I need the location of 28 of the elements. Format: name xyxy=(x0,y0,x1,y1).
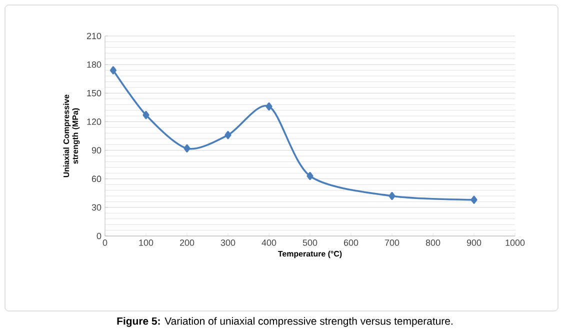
y-tick-label: 30 xyxy=(92,204,102,211)
y-tick-label: 0 xyxy=(96,232,102,240)
y-tick-label: 60 xyxy=(92,176,102,182)
x-tick-label: 800 xyxy=(426,240,440,246)
point xyxy=(224,130,232,140)
x-tick-label: 100 xyxy=(139,240,154,246)
point xyxy=(184,144,190,152)
x-tick-label: 300 xyxy=(220,240,236,246)
y-tick-label: 90 xyxy=(92,147,102,154)
text: Figure 5: Variation of uniaxial compressive strength versus temperature. xyxy=(117,317,452,327)
x-tick-label: 200 xyxy=(180,240,194,246)
point xyxy=(110,66,116,74)
y-tick-label: 180 xyxy=(87,61,102,68)
point xyxy=(142,110,150,120)
y-tick-label: 150 xyxy=(87,90,102,96)
point xyxy=(306,172,314,180)
point xyxy=(266,102,272,111)
point xyxy=(388,192,396,200)
x-tick-label: 400 xyxy=(262,240,276,246)
y-tick-label: 210 xyxy=(86,32,102,40)
x-tick-label: 500 xyxy=(302,240,318,246)
point xyxy=(470,196,478,204)
x-tick-label: 0 xyxy=(102,240,108,246)
x-tick-label: 700 xyxy=(384,240,400,246)
y-tick-label: 120 xyxy=(87,118,102,125)
x-tick-label: 600 xyxy=(344,240,358,246)
x-tick-label: 1000 xyxy=(506,240,525,246)
x-tick-label: 900 xyxy=(466,240,482,246)
